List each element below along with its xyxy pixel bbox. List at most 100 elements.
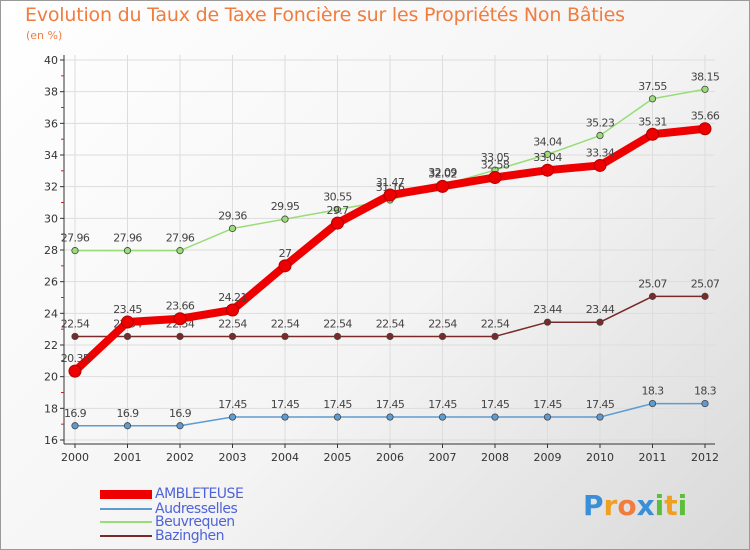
y-tick-label-32: 32 (44, 181, 58, 194)
point-beuvrequen-2003 (228, 224, 237, 233)
point-bazinghen-2006 (386, 332, 394, 341)
point-beuvrequen-2001 (123, 247, 132, 255)
data-label-audresselles-2009: 17.45 (533, 398, 562, 411)
data-label-beuvrequen-2003: 29.36 (218, 209, 247, 222)
data-label-bazinghen-2006: 22.54 (376, 317, 405, 330)
x-tick-label-2012: 2012 (691, 451, 719, 464)
point-beuvrequen-2010 (596, 131, 604, 140)
legend-item-audresselles: Audresselles (100, 501, 238, 517)
point-audresselles-2011 (648, 399, 657, 408)
y-tick-label-22: 22 (44, 339, 58, 352)
y-tick-label-16: 16 (44, 434, 58, 447)
legend-label-bazinghen: Bazinghen (155, 528, 225, 544)
data-label-ambleteuse-2010: 33.34 (586, 146, 615, 159)
data-label-audresselles-2003: 17.45 (218, 398, 247, 411)
data-label-ambleteuse-2009: 33.04 (533, 151, 562, 164)
legend-swatch-ambleteuse (100, 489, 152, 499)
point-ambleteuse-2011 (646, 127, 659, 141)
x-tick-label-2011: 2011 (639, 451, 667, 464)
point-beuvrequen-2011 (648, 95, 657, 103)
data-label-audresselles-2004: 17.45 (271, 398, 300, 411)
point-bazinghen-2012 (701, 292, 709, 300)
data-label-ambleteuse-2001: 23.45 (113, 303, 142, 316)
data-label-audresselles-2008: 17.45 (481, 398, 510, 411)
legend-item-ambleteuse: AMBLETEUSE (100, 486, 244, 502)
data-label-ambleteuse-2004: 27 (279, 247, 292, 260)
chart-title: Evolution du Taux de Taxe Foncière sur l… (25, 4, 625, 26)
point-bazinghen-2000 (71, 332, 79, 341)
logo-letter: r (603, 489, 618, 522)
x-tick-label-2010: 2010 (586, 451, 614, 464)
data-label-ambleteuse-2003: 24.21 (218, 291, 247, 304)
point-beuvrequen-2000 (71, 247, 79, 255)
data-label-ambleteuse-2002: 23.66 (166, 300, 195, 313)
data-label-bazinghen-2003: 22.54 (218, 317, 247, 330)
point-bazinghen-2008 (491, 332, 499, 341)
x-tick-label-2005: 2005 (324, 451, 352, 464)
point-bazinghen-2007 (438, 332, 447, 341)
data-label-bazinghen-2008: 22.54 (481, 317, 510, 330)
y-tick-label-26: 26 (44, 276, 58, 289)
data-label-audresselles-2010: 17.45 (586, 398, 615, 411)
point-ambleteuse-2001 (121, 315, 134, 329)
point-beuvrequen-2005 (333, 206, 342, 214)
proxiti-logo: Proxiti (583, 489, 687, 522)
y-tick-label-38: 38 (44, 86, 58, 99)
data-label-beuvrequen-2007: 32.09 (428, 166, 457, 179)
point-audresselles-2004 (281, 413, 289, 421)
point-bazinghen-2010 (596, 318, 604, 326)
x-tick-label-2003: 2003 (219, 451, 247, 464)
point-bazinghen-2011 (648, 292, 657, 300)
point-ambleteuse-2003 (226, 303, 239, 317)
legend-item-bazinghen: Bazinghen (100, 528, 225, 544)
point-audresselles-2005 (333, 413, 342, 421)
point-ambleteuse-2005 (331, 216, 344, 230)
data-label-audresselles-2001: 16.9 (116, 407, 139, 420)
point-beuvrequen-2009 (543, 150, 552, 158)
logo-letter: i (677, 489, 688, 522)
legend-label-beuvrequen: Beuvrequen (155, 514, 235, 530)
point-bazinghen-2009 (543, 318, 552, 326)
point-audresselles-2006 (386, 413, 394, 421)
legend-swatch-bazinghen (100, 535, 152, 537)
data-label-beuvrequen-2011: 37.55 (638, 80, 667, 93)
point-beuvrequen-2002 (176, 247, 184, 255)
x-tick-label-2008: 2008 (481, 451, 509, 464)
y-tick-label-30: 30 (44, 212, 58, 225)
point-ambleteuse-2007 (436, 179, 449, 193)
data-label-ambleteuse-2012: 35.66 (691, 110, 720, 123)
point-audresselles-2003 (228, 413, 237, 421)
data-label-bazinghen-2004: 22.54 (271, 317, 300, 330)
point-audresselles-2010 (596, 413, 604, 421)
point-beuvrequen-2004 (281, 215, 289, 223)
point-audresselles-2001 (123, 422, 132, 430)
point-ambleteuse-2008 (488, 170, 502, 184)
data-label-bazinghen-2012: 25.07 (691, 277, 720, 290)
x-tick-label-2000: 2000 (61, 451, 89, 464)
y-tick-label-24: 24 (44, 307, 58, 320)
logo-letter: t (664, 489, 678, 522)
legend-item-beuvrequen: Beuvrequen (100, 514, 235, 530)
data-label-beuvrequen-2005: 30.55 (323, 191, 352, 204)
data-label-audresselles-2002: 16.9 (169, 407, 192, 420)
point-bazinghen-2002 (176, 332, 184, 341)
data-label-ambleteuse-2011: 35.31 (638, 115, 667, 128)
x-tick-label-2004: 2004 (271, 451, 299, 464)
data-label-audresselles-2012: 18.3 (694, 385, 717, 398)
data-label-beuvrequen-2009: 34.04 (533, 135, 562, 148)
y-tick-label-36: 36 (44, 117, 58, 130)
data-label-ambleteuse-2000: 20.35 (61, 352, 90, 365)
logo-letter: o (617, 489, 637, 522)
x-tick-label-2009: 2009 (534, 451, 562, 464)
data-label-ambleteuse-2008: 32.58 (481, 158, 510, 171)
data-label-audresselles-2006: 17.45 (376, 398, 405, 411)
point-ambleteuse-2012 (698, 122, 712, 136)
x-tick-label-2002: 2002 (166, 451, 194, 464)
legend-label-audresselles: Audresselles (155, 501, 238, 517)
data-label-audresselles-2007: 17.45 (428, 398, 457, 411)
y-tick-label-28: 28 (44, 244, 58, 257)
point-bazinghen-2005 (333, 332, 342, 341)
point-audresselles-2012 (701, 399, 709, 408)
y-tick-label-18: 18 (44, 402, 58, 415)
point-ambleteuse-2010 (593, 158, 607, 172)
